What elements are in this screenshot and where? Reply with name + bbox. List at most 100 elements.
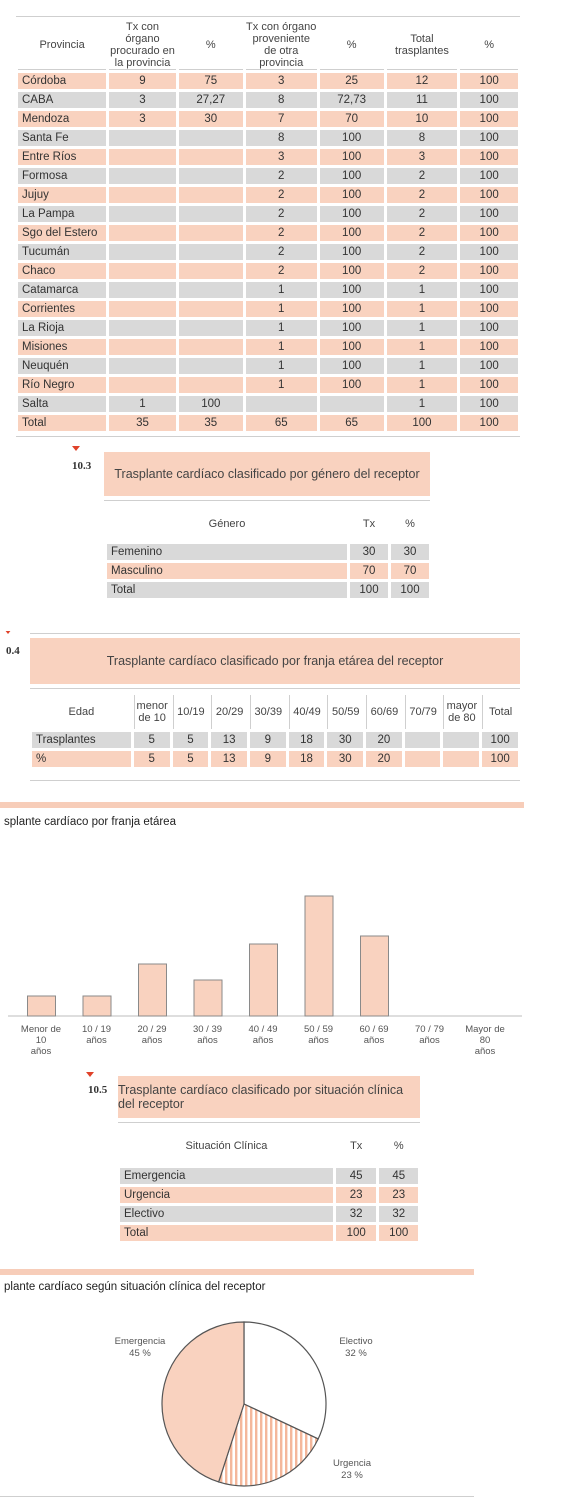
- value-cell: 2: [386, 206, 458, 222]
- value-cell: 100: [319, 301, 384, 317]
- table-row: Salta 1 100 1 100: [18, 396, 518, 412]
- clinic-pie-chart: [161, 1321, 327, 1487]
- value-cell: 9: [249, 732, 286, 748]
- row-label-cell: Misiones: [18, 339, 107, 355]
- table-row: Emergencia 45 45: [120, 1168, 418, 1184]
- value-cell: 70: [391, 563, 429, 579]
- pie-slice-urgencia: [217, 1403, 319, 1487]
- value-cell: 27,27: [178, 92, 243, 108]
- province-table-bottom-rule: [16, 436, 520, 437]
- value-cell: 5: [172, 751, 209, 767]
- value-cell: 13: [211, 751, 247, 767]
- value-cell: 20: [366, 732, 402, 748]
- value-cell: 7: [245, 111, 317, 127]
- value-cell: [319, 396, 384, 412]
- row-label-cell: Córdoba: [18, 73, 107, 89]
- row-label-cell: Entre Ríos: [18, 149, 107, 165]
- bar-0: [27, 995, 56, 1017]
- pie-band: [0, 1269, 474, 1275]
- value-cell: 100: [460, 244, 518, 260]
- age-bar-chart: [8, 895, 522, 1017]
- value-cell: 20: [366, 751, 402, 767]
- value-cell: 2: [245, 225, 317, 241]
- value-cell: 100: [460, 263, 518, 279]
- header-age-4: 30/39: [249, 695, 286, 729]
- value-cell: 32: [335, 1206, 377, 1222]
- value-cell: 100: [386, 415, 458, 431]
- gender-table: Género Tx % Femenino 30 30 Masculino 70 70 Tot…: [104, 504, 432, 601]
- value-cell: [109, 282, 176, 298]
- table-row: Entre Ríos 3 100 3 100: [18, 149, 518, 165]
- value-cell: 13: [211, 732, 247, 748]
- value-cell: [178, 225, 243, 241]
- clinic-top-rule: [118, 1122, 420, 1123]
- row-label-cell: Total: [120, 1225, 333, 1241]
- value-cell: [178, 377, 243, 393]
- header-age-7: 60/69: [366, 695, 402, 729]
- row-label-cell: Urgencia: [120, 1187, 333, 1203]
- section-marker-icon: [72, 446, 80, 451]
- value-cell: 18: [288, 732, 325, 748]
- header-age-5: 40/49: [288, 695, 325, 729]
- value-cell: [109, 339, 176, 355]
- x-tick-label: 40 / 49 años: [248, 1024, 278, 1046]
- value-cell: 1: [109, 396, 176, 412]
- value-cell: 1: [386, 301, 458, 317]
- row-label-cell: Corrientes: [18, 301, 107, 317]
- value-cell: 1: [245, 301, 317, 317]
- header-pct: %: [393, 1140, 404, 1152]
- value-cell: 100: [319, 358, 384, 374]
- value-cell: 100: [319, 263, 384, 279]
- value-cell: 100: [482, 751, 518, 767]
- value-cell: 100: [319, 168, 384, 184]
- value-cell: 1: [386, 339, 458, 355]
- gender-top-rule: [104, 500, 430, 501]
- value-cell: 100: [460, 301, 518, 317]
- table-row: Masculino 70 70: [107, 563, 429, 579]
- table-row: Femenino 30 30: [107, 544, 429, 560]
- age-top-rule: [30, 633, 520, 634]
- value-cell: 11: [386, 92, 458, 108]
- value-cell: 100: [460, 111, 518, 127]
- value-cell: 18: [288, 751, 325, 767]
- section-title-10-5: Trasplante cardíaco clasificado por situ…: [118, 1076, 420, 1118]
- value-cell: 100: [319, 149, 384, 165]
- value-cell: 30: [350, 544, 388, 560]
- row-label-cell: Chaco: [18, 263, 107, 279]
- value-cell: 100: [319, 377, 384, 393]
- value-cell: 1: [245, 377, 317, 393]
- value-cell: 3: [109, 92, 176, 108]
- table-row: Corrientes 1 100 1 100: [18, 301, 518, 317]
- value-cell: 9: [249, 751, 286, 767]
- value-cell: 70: [319, 111, 384, 127]
- table-row: Total 100 100: [120, 1225, 418, 1241]
- x-tick-label: 10 / 19 años: [81, 1024, 112, 1046]
- value-cell: 100: [319, 320, 384, 336]
- table-row: Mendoza 3 30 7 70 10 100: [18, 111, 518, 127]
- value-cell: 5: [172, 732, 209, 748]
- value-cell: [109, 263, 176, 279]
- value-cell: 2: [386, 187, 458, 203]
- header-pct-procurado: %: [178, 21, 243, 70]
- header-age-3: 20/29: [211, 695, 247, 729]
- pie-slice-electivo: [243, 1321, 327, 1440]
- value-cell: [109, 225, 176, 241]
- table-row: Total 35 35 65 65 100 100: [18, 415, 518, 431]
- value-cell: [178, 282, 243, 298]
- value-cell: 1: [386, 396, 458, 412]
- table-row: Sgo del Estero 2 100 2 100: [18, 225, 518, 241]
- table-row: Trasplantes 5 5 13 9 18 30 20 100: [32, 732, 518, 748]
- table-row: Córdoba 9 75 3 25 12 100: [18, 73, 518, 89]
- row-label-cell: Mendoza: [18, 111, 107, 127]
- value-cell: [443, 751, 480, 767]
- age-bottom-rule: [30, 780, 520, 781]
- value-cell: 1: [386, 377, 458, 393]
- header-provincia: Provincia: [18, 21, 107, 70]
- value-cell: 100: [482, 732, 518, 748]
- row-label-cell: Femenino: [107, 544, 347, 560]
- section-marker-icon: [5, 631, 11, 634]
- value-cell: 100: [319, 282, 384, 298]
- value-cell: 70: [350, 563, 388, 579]
- x-tick-label: 60 / 69 años: [359, 1024, 389, 1046]
- table-row: Urgencia 23 23: [120, 1187, 418, 1203]
